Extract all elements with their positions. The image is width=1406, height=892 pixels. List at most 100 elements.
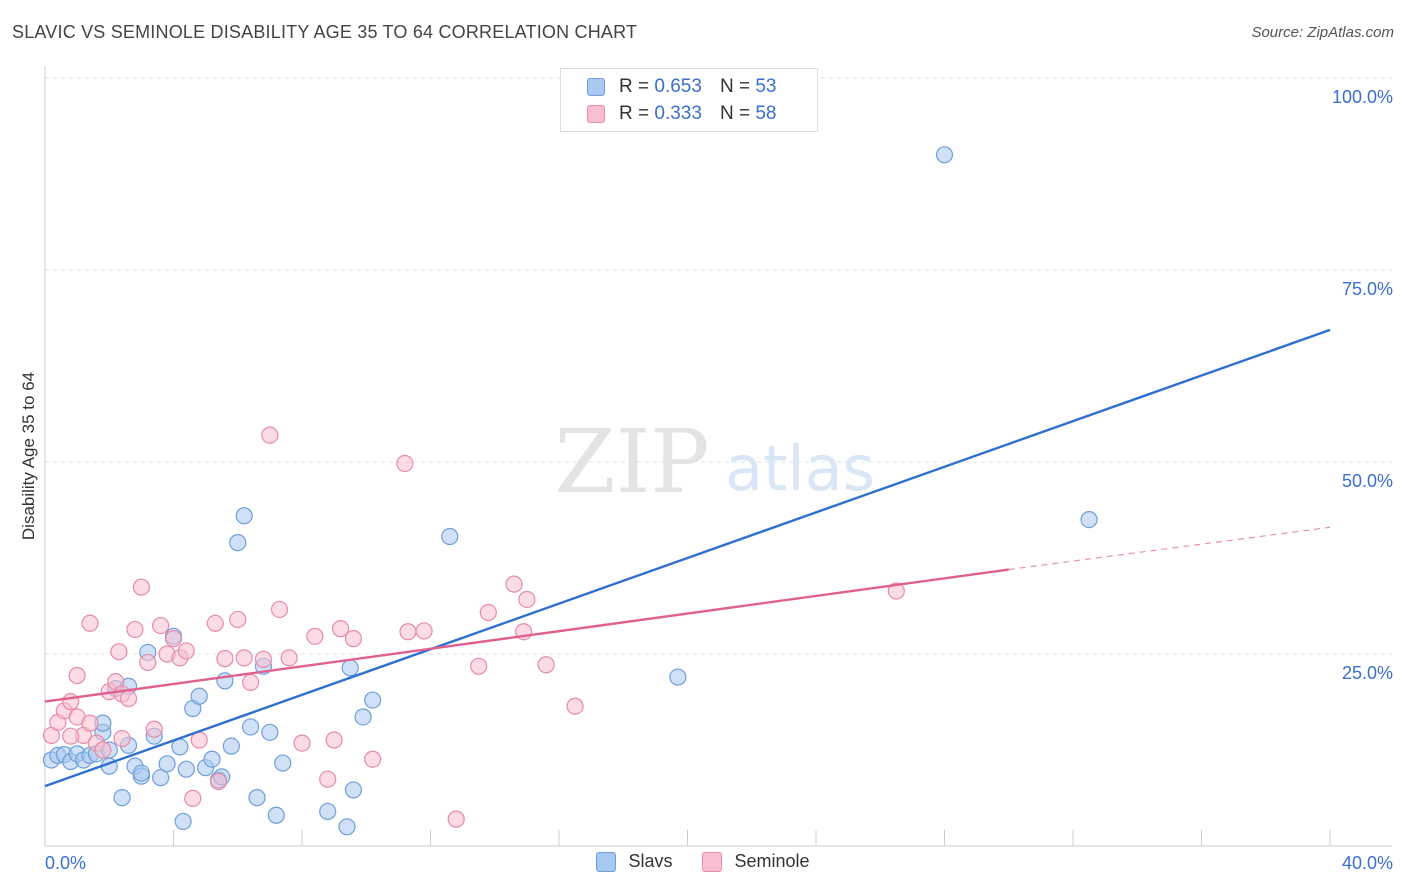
- seminole-point: [319, 770, 337, 788]
- seminole-point: [331, 620, 350, 638]
- slavs-point: [113, 789, 131, 807]
- seminole-point: [216, 650, 234, 668]
- legend-item-seminole: Seminole: [702, 851, 810, 872]
- seminole-point: [229, 610, 247, 629]
- slavs-point: [669, 668, 687, 686]
- slavs-point: [364, 691, 382, 709]
- legend-swatch-seminole: [587, 105, 605, 123]
- seminole-point: [235, 649, 253, 667]
- seminole-point: [206, 614, 224, 632]
- slavs-point: [203, 750, 221, 768]
- seminole-point: [479, 603, 497, 622]
- x-tick-label: 0.0%: [45, 853, 86, 873]
- slavs-point: [242, 718, 260, 736]
- slavs-point: [319, 802, 337, 821]
- legend-label-seminole: Seminole: [734, 851, 810, 871]
- seminole-point: [164, 630, 183, 648]
- seminole-point: [94, 741, 112, 759]
- legend-n-value: 58: [755, 103, 777, 124]
- seminole-point: [261, 426, 279, 444]
- seminole-point: [152, 616, 170, 635]
- slavs-point: [274, 754, 292, 772]
- slavs-trend-line: [44, 328, 1331, 788]
- watermark-zip: ZIP: [554, 410, 709, 513]
- legend-row-seminole: R = 0.333 N = 58: [587, 102, 776, 126]
- legend-r-label: R =: [619, 76, 650, 97]
- legend-r-value: 0.333: [654, 103, 702, 124]
- seminole-point: [119, 689, 138, 708]
- y-tick-label: 50.0%: [1342, 471, 1393, 491]
- y-axis-label: Disability Age 35 to 64: [19, 372, 38, 540]
- seminole-point: [145, 720, 163, 738]
- seminole-point: [139, 653, 157, 672]
- seminole-point: [184, 789, 202, 807]
- seminole-point: [110, 643, 128, 661]
- trend-lines: [44, 328, 1331, 788]
- slavs-point: [354, 708, 372, 726]
- legend-r-value: 0.653: [654, 76, 702, 97]
- source-label: Source: ZipAtlas.com: [1251, 24, 1394, 41]
- slavs-point: [344, 781, 362, 799]
- seminole-point: [470, 657, 488, 675]
- legend-swatch-slavs: [596, 851, 617, 872]
- slavs-point: [248, 789, 266, 807]
- seminole-trend-line: [44, 568, 1009, 703]
- seminole-point: [306, 627, 324, 645]
- seminole-point: [209, 772, 228, 791]
- legend-n-label: N =: [719, 76, 751, 97]
- seminole-point: [505, 575, 523, 593]
- seminole-trend-extension: [1008, 526, 1331, 571]
- seminole-point: [62, 727, 80, 745]
- correlation-legend: R = 0.653 N = 53 R = 0.333 N = 58: [560, 68, 818, 132]
- slavs-point: [235, 507, 253, 525]
- seminole-point: [81, 714, 99, 732]
- gridlines: [45, 77, 1392, 655]
- slavs-point: [341, 659, 359, 677]
- seminole-point: [447, 810, 465, 828]
- slavs-point: [177, 760, 195, 778]
- seminole-point: [126, 620, 144, 639]
- slavs-point: [441, 527, 459, 546]
- seminole-point: [396, 454, 414, 473]
- y-tick-label: 25.0%: [1342, 663, 1393, 683]
- seminole-point: [325, 731, 343, 749]
- watermark-atlas: atlas: [725, 432, 875, 505]
- y-tick-label: 75.0%: [1342, 279, 1393, 299]
- legend-n-label: N =: [719, 103, 751, 124]
- seminole-point: [270, 600, 289, 619]
- seminole-point: [415, 622, 433, 640]
- seminole-point: [887, 582, 905, 600]
- slavs-point: [935, 146, 954, 164]
- legend-label-slavs: Slavs: [628, 851, 673, 871]
- seminole-point: [132, 578, 150, 596]
- slavs-point: [267, 806, 285, 824]
- data-points: [42, 146, 1098, 836]
- tick-labels: 25.0% 50.0% 75.0% 100.0% 0.0% 40.0%: [45, 87, 1393, 873]
- legend-n-value: 53: [755, 76, 777, 97]
- seminole-point: [399, 623, 417, 641]
- seminole-point: [537, 656, 555, 674]
- slavs-point: [222, 737, 240, 755]
- legend-swatch-slavs: [587, 78, 605, 96]
- series-legend: Slavs Seminole: [0, 851, 1406, 872]
- legend-swatch-seminole: [702, 851, 723, 872]
- seminole-point: [344, 630, 362, 648]
- slavs-point: [338, 818, 356, 836]
- seminole-point: [62, 693, 80, 711]
- seminole-point: [518, 590, 536, 609]
- seminole-point: [280, 649, 298, 667]
- seminole-point: [364, 750, 382, 768]
- slavs-point: [261, 723, 279, 741]
- slavs-point: [1080, 510, 1098, 529]
- seminole-point: [566, 697, 584, 715]
- x-tick-label: 40.0%: [1342, 853, 1393, 873]
- chart-title: SLAVIC VS SEMINOLE DISABILITY AGE 35 TO …: [12, 22, 638, 42]
- seminole-point: [81, 614, 99, 632]
- slavs-point: [152, 769, 170, 787]
- slavs-point: [190, 687, 208, 705]
- slavs-point: [174, 812, 192, 831]
- axes: [44, 66, 1392, 847]
- y-tick-label: 100.0%: [1332, 87, 1393, 107]
- seminole-point: [68, 666, 86, 685]
